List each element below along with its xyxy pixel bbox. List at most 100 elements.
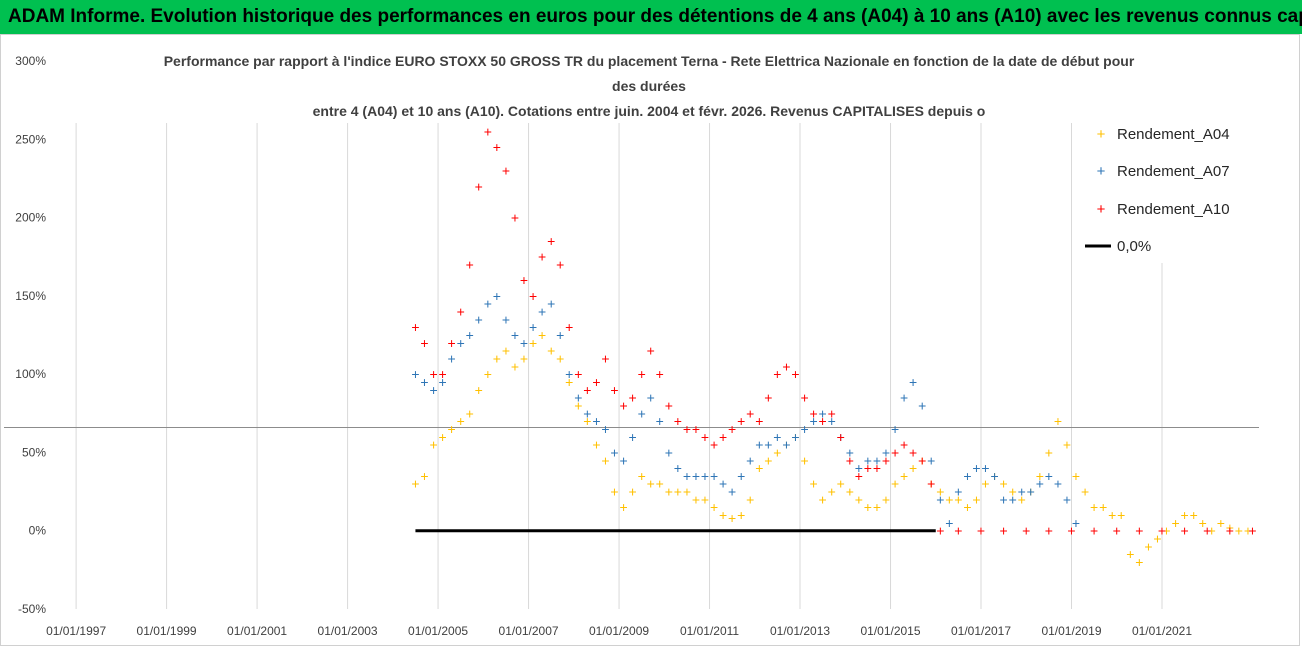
point-a04: +: [990, 468, 998, 484]
legend-marker-a10: +: [1097, 201, 1106, 218]
point-a04: +: [484, 366, 492, 382]
point-a07: +: [864, 452, 872, 468]
point-a04: +: [1009, 484, 1017, 500]
point-a04: +: [728, 510, 736, 526]
point-a07: +: [972, 460, 980, 476]
point-a04: +: [1090, 499, 1098, 515]
legend-marker-a04: +: [1097, 126, 1106, 143]
point-a04: +: [556, 350, 564, 366]
point-a10: +: [773, 366, 781, 382]
point-a04: +: [448, 421, 456, 437]
point-a10: +: [1045, 523, 1053, 539]
point-a10: +: [837, 429, 845, 445]
legend-label-zero: 0,0%: [1117, 238, 1151, 255]
point-a04: +: [1036, 468, 1044, 484]
x-tick-label: 01/01/2013: [770, 624, 830, 638]
point-a10: +: [692, 421, 700, 437]
point-a04: +: [610, 484, 618, 500]
point-a04: +: [1045, 444, 1053, 460]
point-a04: +: [629, 484, 637, 500]
point-a04: +: [502, 343, 510, 359]
point-a07: +: [692, 468, 700, 484]
point-a04: +: [1108, 507, 1116, 523]
x-tick-label: 01/01/2017: [951, 624, 1011, 638]
point-a04: +: [601, 452, 609, 468]
point-a07: +: [647, 390, 655, 406]
grid-lines: [75, 123, 1163, 609]
point-a04: +: [981, 476, 989, 492]
point-a07: +: [665, 444, 673, 460]
point-a10: +: [1181, 523, 1189, 539]
point-a10: +: [701, 429, 709, 445]
point-a04: +: [420, 468, 428, 484]
legend-label-a04: Rendement_A04: [1117, 126, 1230, 143]
point-a07: +: [701, 468, 709, 484]
point-a04: +: [1190, 507, 1198, 523]
point-a10: +: [737, 413, 745, 429]
point-a04: +: [954, 491, 962, 507]
point-a07: +: [520, 335, 528, 351]
point-a07: +: [1063, 491, 1071, 507]
x-tick-label: 01/01/2009: [589, 624, 649, 638]
point-a10: +: [493, 139, 501, 155]
point-a07: +: [438, 374, 446, 390]
point-a07: +: [918, 397, 926, 413]
chart-legend: + Rendement_A04 + Rendement_A07 + Rendem…: [1073, 113, 1263, 263]
legend-label-a10: Rendement_A10: [1117, 201, 1230, 218]
point-a10: +: [1000, 523, 1008, 539]
point-a07: +: [791, 429, 799, 445]
point-a07: +: [990, 468, 998, 484]
point-a07: +: [674, 460, 682, 476]
point-a10: +: [746, 405, 754, 421]
point-a04: +: [909, 460, 917, 476]
point-a10: +: [420, 335, 428, 351]
point-a07: +: [1045, 468, 1053, 484]
report-banner: ADAM Informe. Evolution historique des p…: [0, 0, 1302, 34]
point-a10: +: [1203, 523, 1211, 539]
point-a04: +: [828, 484, 836, 500]
point-a10: +: [656, 366, 664, 382]
point-a10: +: [574, 366, 582, 382]
point-a04: +: [1027, 484, 1035, 500]
point-a04: +: [1081, 484, 1089, 500]
point-a10: +: [909, 444, 917, 460]
point-a07: +: [638, 405, 646, 421]
point-a04: +: [619, 499, 627, 515]
x-tick-label: 01/01/2021: [1132, 624, 1192, 638]
point-a10: +: [782, 358, 790, 374]
point-a04: +: [891, 476, 899, 492]
point-a04: +: [710, 499, 718, 515]
point-a04: +: [429, 437, 437, 453]
x-axis-labels: 01/01/1997 01/01/1999 01/01/2001 01/01/2003…: [46, 624, 1192, 638]
data-points: + ++ + + + ++++ ++ ++ ++ ++++++++++ + + + + + + + + + + +++ +…: [411, 123, 1256, 570]
point-a04: +: [1235, 523, 1243, 539]
x-tick-label: 01/01/2019: [1041, 624, 1101, 638]
point-a10: +: [466, 257, 474, 273]
point-a07: +: [538, 304, 546, 320]
performance-chart: 300% 250% 200% 150% 100% 50% 0% -50% 01/01/1997…: [4, 53, 1263, 638]
point-a10: +: [429, 366, 437, 382]
x-tick-label: 01/01/2011: [680, 624, 739, 638]
point-a04: +: [855, 491, 863, 507]
point-a04: +: [475, 382, 483, 398]
point-a07: +: [927, 452, 935, 468]
legend-background: [1073, 113, 1263, 263]
chart-frame: 300% 250% 200% 150% 100% 50% 0% -50% 01/01/1997…: [0, 34, 1300, 646]
point-a07: +: [574, 390, 582, 406]
point-a04: +: [873, 499, 881, 515]
point-a04: +: [683, 484, 691, 500]
y-tick-label: 100%: [15, 367, 46, 381]
point-a04: +: [963, 499, 971, 515]
chart-title-line-3: entre 4 (A04) et 10 ans (A10). Cotations…: [313, 103, 986, 119]
point-a07: +: [837, 429, 845, 445]
point-a07: +: [954, 484, 962, 500]
point-a07: +: [900, 390, 908, 406]
point-a04: +: [1072, 468, 1080, 484]
x-tick-label: 01/01/1997: [46, 624, 106, 638]
y-axis-labels: 300% 250% 200% 150% 100% 50% 0% -50%: [15, 54, 46, 616]
point-a10: +: [411, 319, 419, 335]
point-a04: +: [438, 429, 446, 445]
point-a04: +: [1117, 507, 1125, 523]
point-a10: +: [475, 178, 483, 194]
point-a10: +: [1158, 523, 1166, 539]
